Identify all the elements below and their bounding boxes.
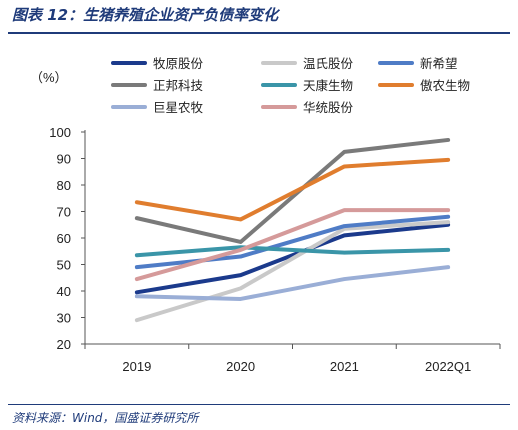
series-line-2 — [134, 220, 451, 323]
series-line-3 — [134, 214, 451, 270]
y-tick-label: 40 — [57, 284, 71, 299]
y-tick-label: 20 — [57, 337, 71, 352]
x-tick-label: 2021 — [330, 359, 359, 374]
source-note: 资料来源：Wind，国盛证券研究所 — [12, 411, 199, 425]
y-tick-label: 80 — [57, 178, 71, 193]
legend-label: 傲农生物 — [420, 78, 470, 93]
x-tick-label: 2020 — [226, 359, 255, 374]
legend-label: 温氏股份 — [303, 56, 354, 71]
x-tick-label: 2022Q1 — [425, 359, 471, 374]
y-tick-label: 100 — [49, 125, 71, 140]
y-axis: 20 30 40 50 60 70 80 90 100 — [49, 125, 86, 352]
series-line-1 — [134, 222, 451, 295]
y-tick-label: 50 — [57, 258, 71, 273]
legend-label: 正邦科技 — [153, 78, 204, 93]
series-line-8 — [134, 208, 451, 282]
series-line-5 — [134, 245, 451, 258]
legend-label: 牧原股份 — [153, 56, 204, 71]
y-axis-unit-label: （%） — [30, 70, 68, 85]
figure-title: 图表 12：生猪养殖企业资产负债率变化 — [12, 6, 279, 24]
series-lines — [134, 137, 451, 323]
footer-rule — [8, 404, 510, 405]
series-line-4 — [134, 137, 451, 244]
y-tick-label: 70 — [57, 205, 71, 220]
title-rule — [8, 32, 510, 34]
y-tick-label: 90 — [57, 152, 71, 167]
legend-label: 巨星农牧 — [153, 100, 204, 115]
y-tick-label: 30 — [57, 311, 71, 326]
series-line-6 — [134, 157, 451, 222]
legend-label: 华统股份 — [303, 100, 354, 115]
series-line-7 — [134, 265, 451, 301]
legend-label: 新希望 — [420, 56, 458, 71]
legend-label: 天康生物 — [303, 78, 353, 93]
x-axis: 2019 2020 2021 2022Q1 — [84, 343, 501, 374]
x-tick-label: 2019 — [122, 359, 151, 374]
y-tick-label: 60 — [57, 231, 71, 246]
